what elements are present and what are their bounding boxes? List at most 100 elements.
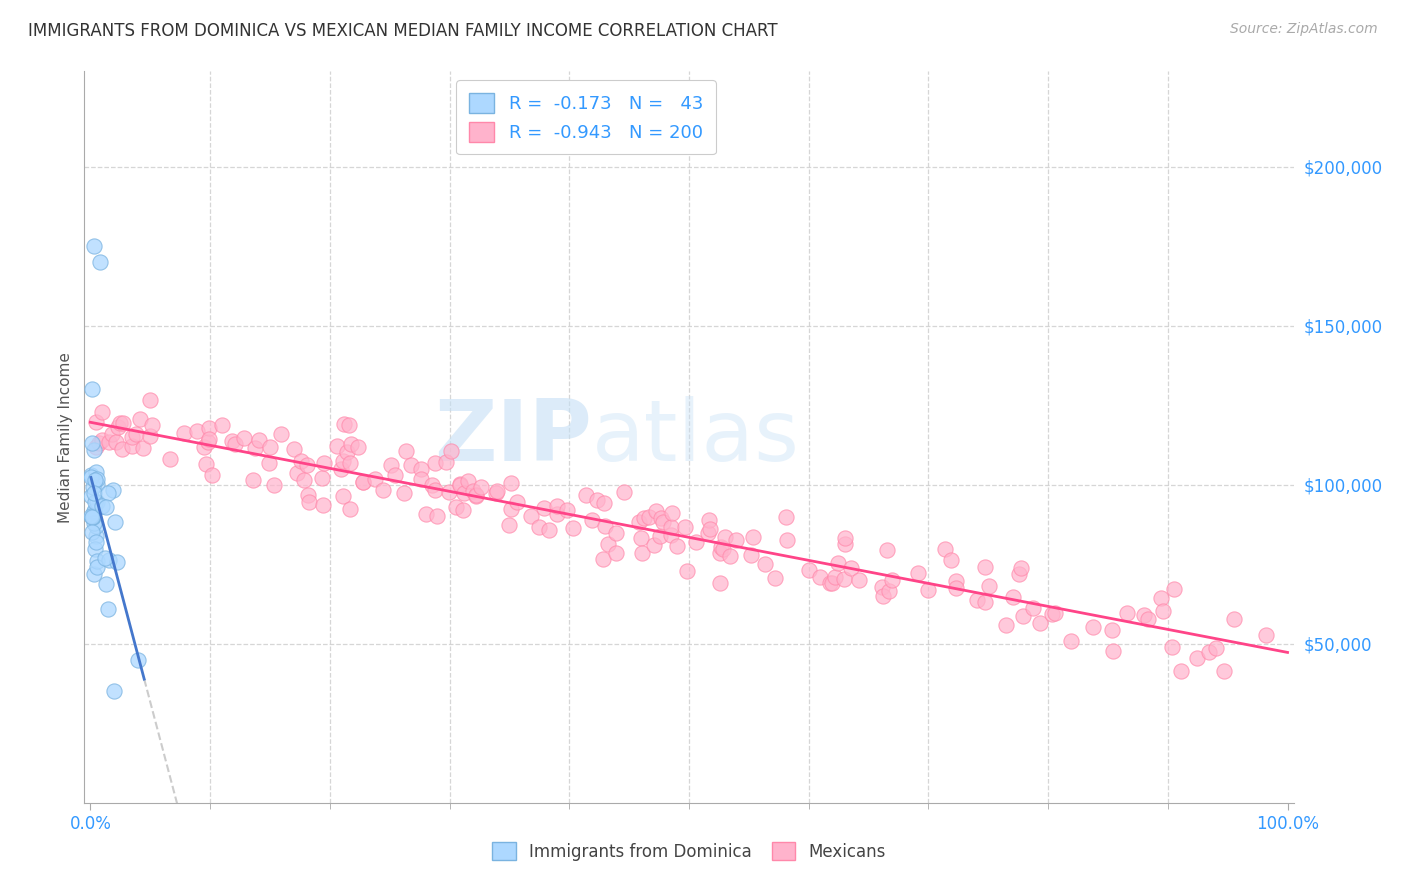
Point (592, 496, 614, 510)
Y-axis label: Median Family Income: Median Family Income (58, 351, 73, 523)
Point (86, 440, 108, 454)
Point (1150, 591, 1173, 606)
Point (312, 499, 335, 513)
Point (824, 570, 846, 584)
Point (97, 485, 120, 500)
Point (83, 442, 105, 457)
Point (84, 529, 107, 543)
Point (371, 483, 394, 497)
Point (673, 520, 696, 534)
Point (138, 429, 160, 443)
Point (659, 520, 682, 534)
Point (799, 563, 821, 577)
Point (298, 495, 321, 509)
Point (243, 441, 266, 455)
Point (80, 524, 103, 539)
Point (740, 548, 762, 562)
Point (84, 518, 107, 533)
Point (977, 579, 1000, 593)
Point (242, 474, 264, 488)
Point (395, 443, 418, 458)
Point (392, 485, 415, 500)
Point (97, 602, 120, 616)
Point (709, 576, 731, 591)
Point (259, 440, 281, 454)
Point (297, 488, 319, 502)
Point (945, 581, 967, 595)
Point (295, 458, 318, 472)
Point (101, 426, 124, 441)
Point (605, 546, 627, 560)
Point (1012, 608, 1035, 623)
Point (1256, 628, 1278, 642)
Point (332, 454, 354, 468)
Point (127, 653, 149, 667)
Point (197, 434, 219, 449)
Point (83, 239, 105, 253)
Point (426, 508, 449, 523)
Point (1133, 607, 1156, 622)
Point (314, 456, 336, 470)
Point (995, 617, 1018, 632)
Point (86, 472, 108, 486)
Point (685, 534, 707, 549)
Point (83, 516, 105, 531)
Point (411, 473, 433, 487)
Point (484, 486, 506, 500)
Text: atlas: atlas (592, 395, 800, 479)
Point (605, 525, 627, 540)
Point (420, 478, 443, 492)
Point (973, 594, 995, 608)
Point (934, 542, 956, 557)
Point (1002, 590, 1025, 604)
Point (697, 513, 720, 527)
Point (1101, 644, 1123, 658)
Point (283, 442, 305, 457)
Point (139, 393, 162, 408)
Text: ZIP: ZIP (434, 395, 592, 479)
Point (592, 551, 614, 566)
Point (593, 518, 616, 533)
Point (1223, 612, 1246, 626)
Point (104, 515, 127, 529)
Point (533, 501, 555, 516)
Point (628, 515, 651, 529)
Point (1022, 600, 1045, 615)
Point (80, 508, 103, 523)
Point (87, 436, 110, 450)
Point (83, 505, 105, 519)
Point (201, 468, 224, 483)
Point (633, 510, 655, 524)
Point (498, 517, 520, 532)
Point (84, 466, 107, 480)
Point (83, 504, 105, 518)
Point (98, 435, 121, 450)
Point (82, 436, 104, 450)
Point (86, 477, 108, 491)
Point (121, 430, 143, 444)
Point (586, 493, 609, 508)
Point (711, 541, 734, 556)
Point (724, 533, 747, 547)
Point (581, 513, 603, 527)
Point (352, 475, 374, 490)
Point (108, 417, 131, 431)
Point (257, 456, 280, 470)
Point (83, 474, 105, 488)
Point (710, 541, 733, 555)
Point (1160, 640, 1182, 654)
Text: Source: ZipAtlas.com: Source: ZipAtlas.com (1230, 22, 1378, 37)
Point (340, 436, 363, 450)
Point (1101, 624, 1123, 638)
Point (461, 484, 484, 499)
Point (125, 427, 148, 442)
Point (173, 425, 195, 440)
Point (93, 551, 115, 566)
Point (247, 433, 270, 447)
Point (1040, 607, 1063, 622)
Point (425, 456, 447, 470)
Point (90, 434, 112, 448)
Point (808, 570, 831, 584)
Point (966, 593, 988, 607)
Point (129, 412, 152, 426)
